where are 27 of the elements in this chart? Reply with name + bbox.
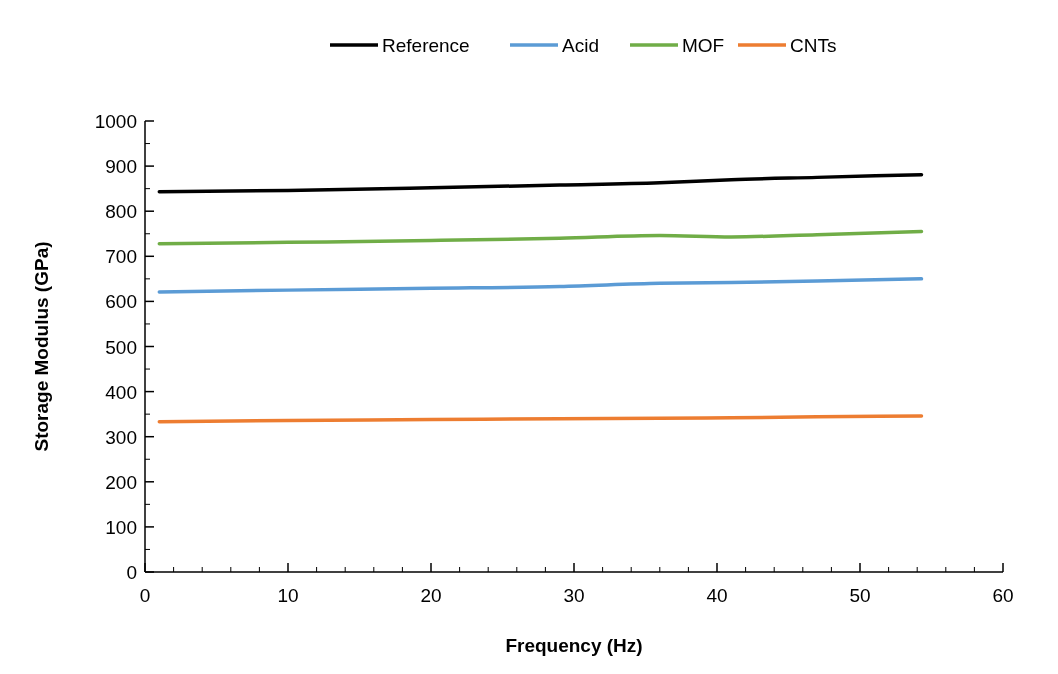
y-tick-label: 500 xyxy=(105,336,137,358)
x-tick-label: 0 xyxy=(139,585,151,606)
y-tick-label: 0 xyxy=(126,562,137,583)
line-series xyxy=(157,172,924,194)
legend-label: CNTs xyxy=(790,35,837,56)
line-series xyxy=(157,229,924,246)
y-axis-title: Storage Modulus (GPa) xyxy=(31,241,52,452)
legend-label: Reference xyxy=(382,35,470,56)
y-tick-label: 100 xyxy=(105,516,137,538)
x-tick-label: 10 xyxy=(277,585,299,606)
y-tick-label: 700 xyxy=(105,246,137,268)
x-tick-label: 30 xyxy=(563,585,585,606)
y-tick-label: 600 xyxy=(105,291,137,313)
y-tick-label: 300 xyxy=(105,426,137,448)
legend-label: MOF xyxy=(682,35,725,56)
legend-label: Acid xyxy=(562,35,599,56)
x-axis-title: Frequency (Hz) xyxy=(505,635,643,656)
y-tick-label: 800 xyxy=(105,201,137,223)
y-tick-label: 1000 xyxy=(94,111,137,132)
y-tick-label: 900 xyxy=(105,156,137,178)
x-tick-label: 60 xyxy=(992,585,1014,606)
line-series xyxy=(157,277,924,294)
y-tick-label: 400 xyxy=(105,381,137,403)
x-tick-label: 20 xyxy=(420,585,442,606)
x-tick-label: 50 xyxy=(849,585,871,606)
x-tick-label: 40 xyxy=(706,585,728,606)
y-tick-label: 200 xyxy=(105,471,137,493)
